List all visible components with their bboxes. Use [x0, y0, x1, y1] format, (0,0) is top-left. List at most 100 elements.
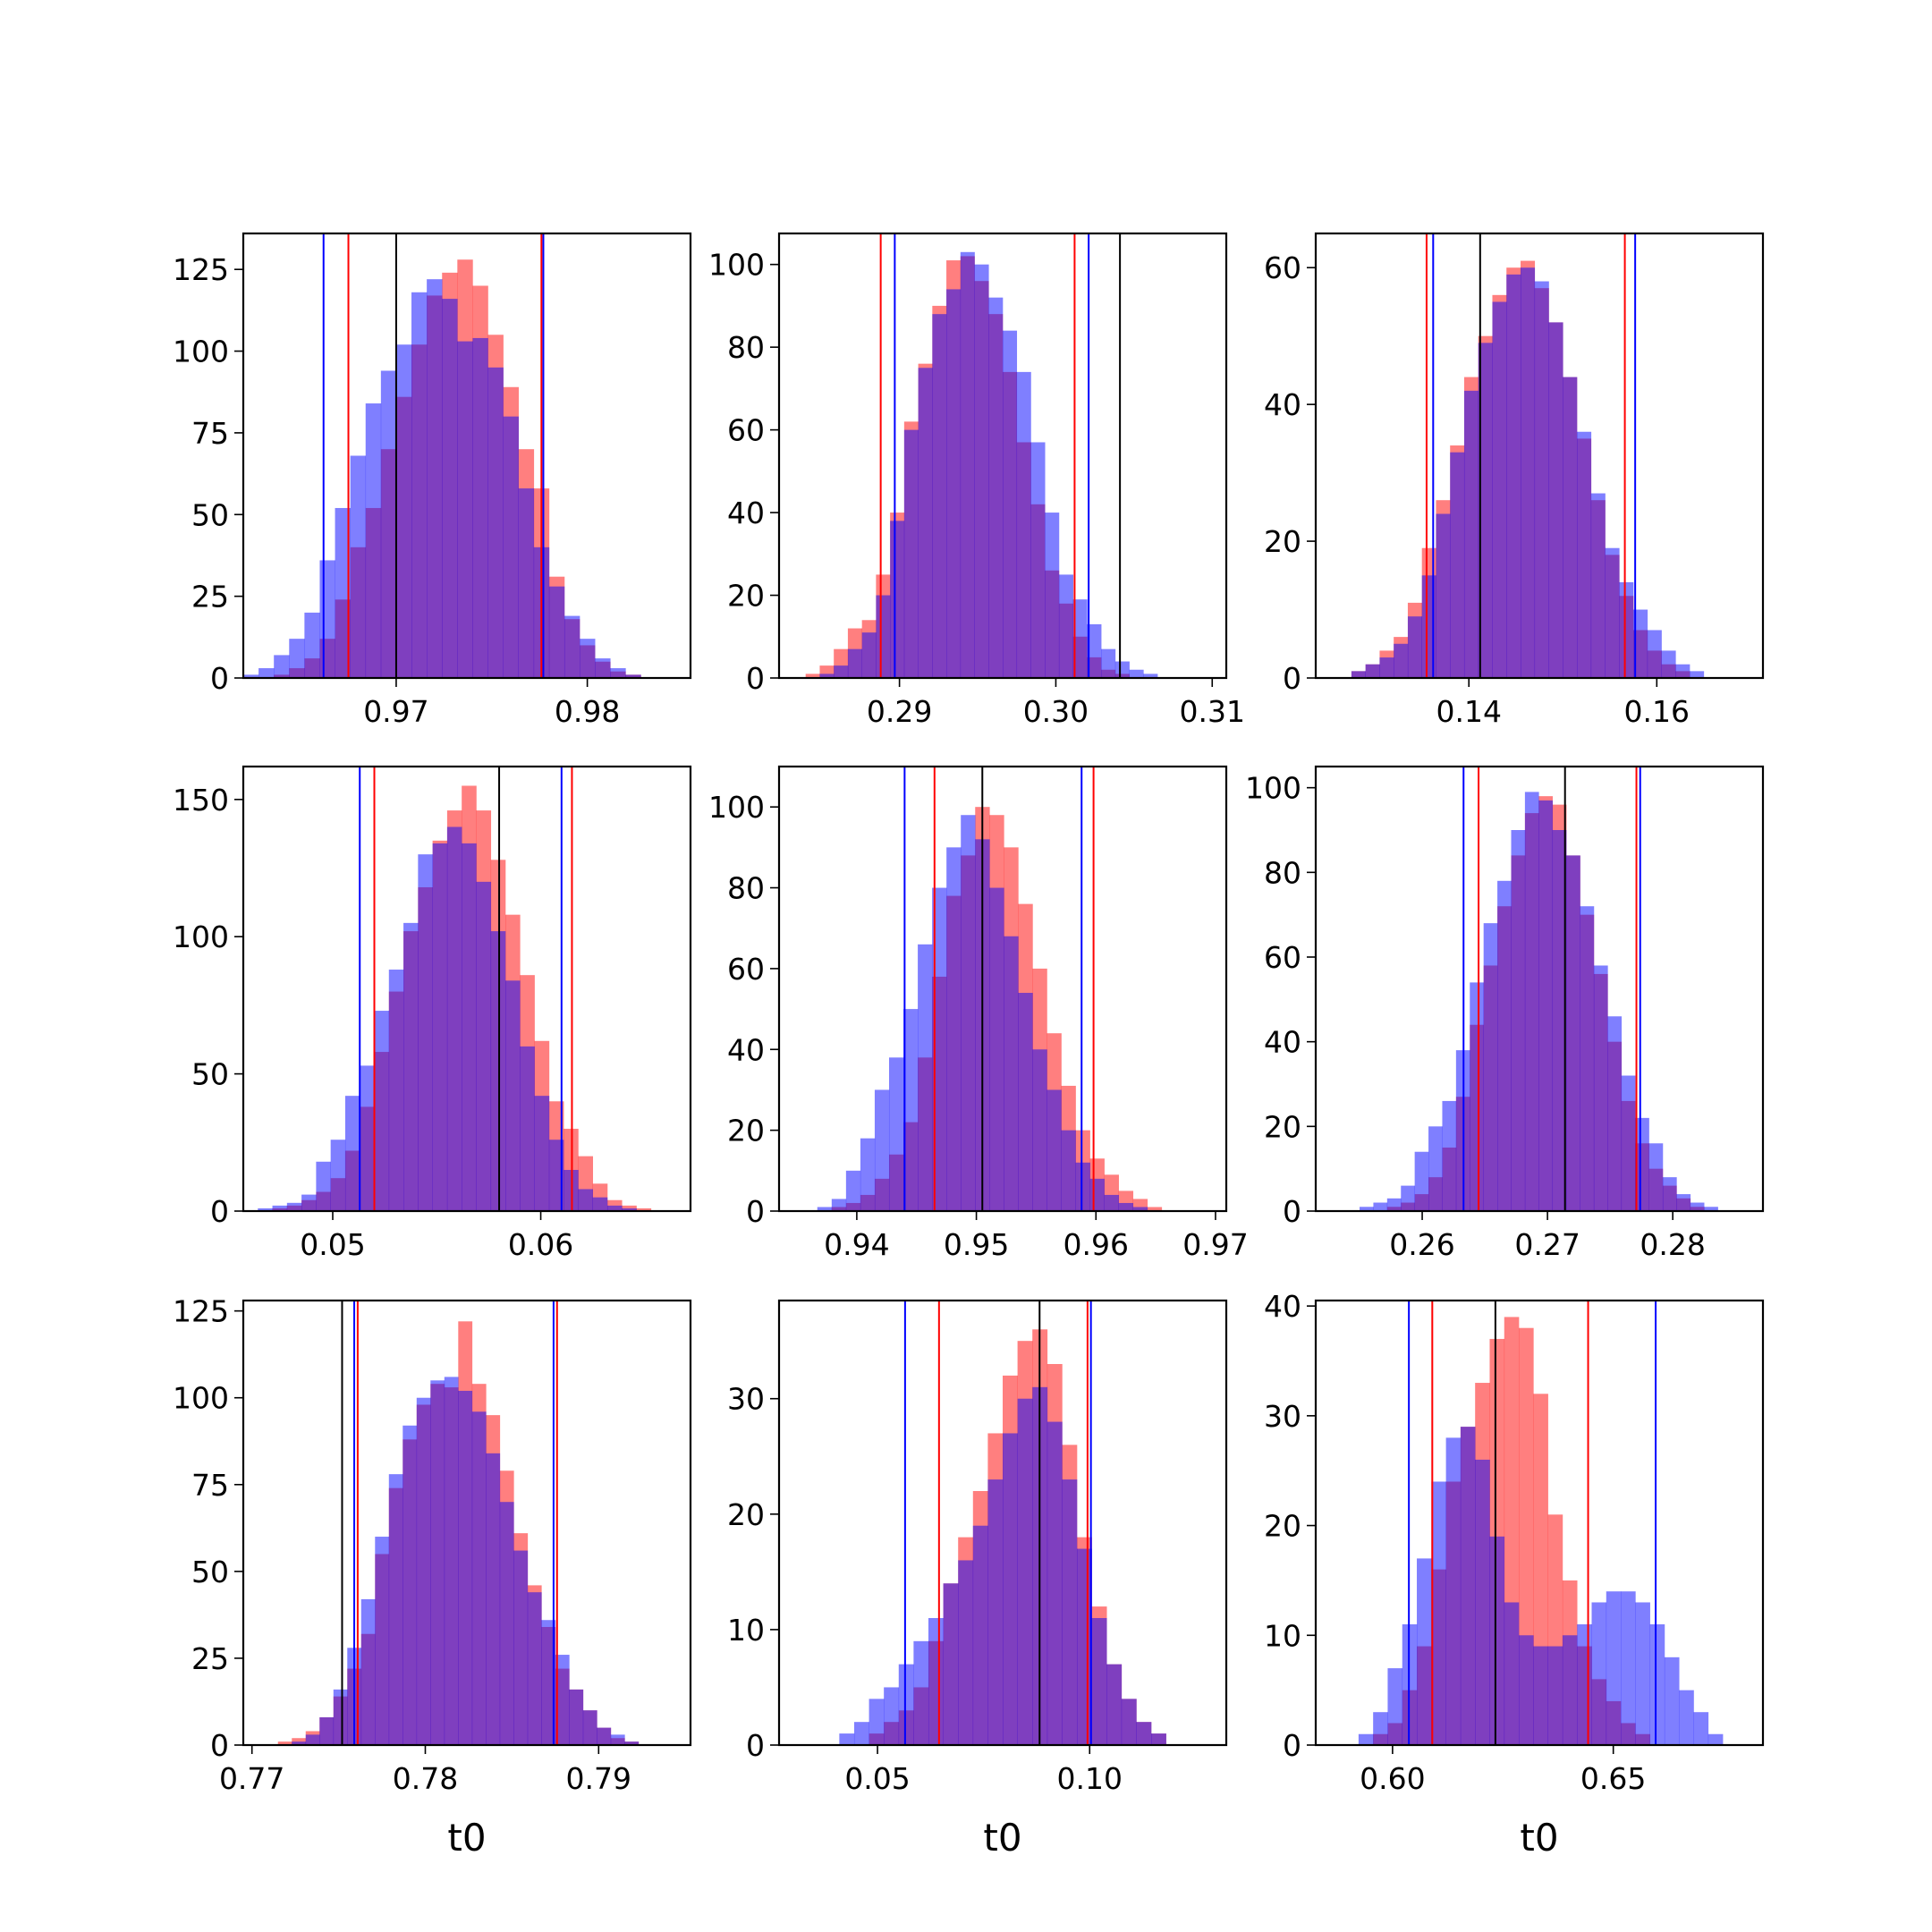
x-tick-label: 0.77 — [219, 1761, 284, 1796]
axes-frame — [1314, 232, 1765, 680]
histogram-bar — [819, 674, 835, 678]
histogram-series-blue — [258, 826, 637, 1211]
histogram-bar — [548, 586, 565, 678]
histogram-bar — [305, 1734, 320, 1745]
histogram-bar — [458, 1390, 473, 1745]
y-tick-label: 20 — [727, 579, 765, 614]
histogram-bar — [805, 674, 820, 678]
histogram-bar — [958, 1560, 974, 1745]
histogram-bar — [1428, 1126, 1443, 1211]
histogram-bar — [1566, 855, 1580, 1211]
y-tick-label: 60 — [727, 952, 765, 987]
histogram-bar — [555, 1655, 570, 1745]
y-tick-label: 10 — [1264, 1618, 1301, 1653]
histogram-bar — [333, 1689, 348, 1745]
histogram-bar — [1018, 993, 1033, 1211]
y-tick-label: 25 — [191, 1641, 229, 1676]
y-tick-label: 60 — [1264, 940, 1301, 975]
y-tick-label: 150 — [173, 783, 229, 818]
histogram-bar — [946, 289, 962, 678]
histogram-bar — [292, 1738, 307, 1745]
histogram-bar — [1649, 1624, 1665, 1745]
histogram-bar — [1547, 1646, 1563, 1745]
x-tick-label: 0.14 — [1436, 694, 1501, 729]
histogram-bar — [1593, 965, 1608, 1211]
histogram-bar — [861, 632, 877, 678]
histogram-bar — [1704, 1207, 1718, 1211]
y-tick-label: 40 — [1264, 1025, 1301, 1060]
histogram-bar — [1401, 1185, 1415, 1211]
y-tick-label: 40 — [1264, 1289, 1301, 1324]
histogram-bar — [898, 1664, 914, 1745]
axes-frame — [777, 232, 1228, 680]
histogram-bar — [416, 1397, 431, 1745]
y-tick-label: 125 — [173, 252, 229, 287]
y-tick-label: 0 — [746, 661, 765, 696]
histogram-bar — [1693, 1712, 1709, 1745]
histogram-bar — [301, 1194, 317, 1211]
x-tick-label: 0.97 — [363, 694, 428, 729]
histogram-bar — [610, 668, 626, 678]
x-tick-label: 0.94 — [824, 1227, 889, 1262]
y-tick-label: 20 — [727, 1497, 765, 1532]
histogram-bar — [972, 1525, 988, 1745]
x-tick-label: 0.96 — [1063, 1227, 1129, 1262]
histogram-bar — [1635, 1602, 1650, 1745]
histogram-bar — [1030, 442, 1046, 678]
histogram-bar — [402, 1425, 418, 1745]
histogram-bar — [319, 560, 335, 678]
y-tick-label: 20 — [1264, 524, 1301, 559]
histogram-bar — [1679, 1690, 1694, 1745]
histogram-bar — [1633, 609, 1648, 678]
panel-r1c3: 0.14 0.16 0 20 40 60 — [1264, 232, 1765, 729]
histogram-bar — [374, 1011, 390, 1211]
histogram-bar — [874, 1089, 890, 1211]
histogram-bar — [1365, 664, 1380, 678]
histogram-bar — [360, 1065, 375, 1211]
histogram-series-blue — [243, 279, 641, 678]
histogram-bar — [1360, 1207, 1374, 1211]
histogram-bar — [1690, 1202, 1705, 1211]
y-tick-label: 100 — [708, 248, 765, 283]
histogram-bar — [499, 1502, 514, 1745]
histogram-bar — [432, 843, 448, 1211]
y-tick-label: 0 — [746, 1194, 765, 1229]
histogram-bar — [520, 1046, 535, 1211]
histogram-bar — [869, 1699, 885, 1745]
histogram-bar — [1101, 648, 1116, 678]
histogram-bar — [1483, 923, 1498, 1211]
histogram-bar — [1046, 1089, 1062, 1211]
histogram-bar — [286, 1202, 302, 1211]
histogram-bar — [1475, 1459, 1490, 1745]
histogram-bar — [903, 1009, 919, 1211]
histogram-bar — [1436, 513, 1451, 678]
histogram-bar — [1077, 1548, 1092, 1745]
axes-frame — [242, 1299, 692, 1747]
histogram-bar — [918, 368, 933, 678]
histogram-bar — [319, 1716, 335, 1745]
x-tick-label: 0.31 — [1180, 694, 1245, 729]
y-tick-label: 20 — [1264, 1109, 1301, 1144]
histogram-bar — [1431, 1481, 1446, 1745]
histogram-bar — [375, 1537, 390, 1745]
panel-r2c1: 0.05 0.06 0 50 100 150 — [173, 765, 692, 1262]
histogram-bar — [597, 1727, 612, 1745]
y-tick-label: 50 — [191, 497, 229, 532]
histogram-bar — [1151, 1733, 1166, 1745]
histogram-bar — [974, 264, 989, 678]
histogram-bar — [534, 1096, 550, 1211]
histogram-bar — [388, 970, 404, 1211]
histogram-bar — [1524, 792, 1539, 1211]
x-tick-label: 0.97 — [1182, 1227, 1248, 1262]
x-tick-label: 0.05 — [844, 1761, 910, 1796]
histogram-bar — [360, 1598, 376, 1745]
y-tick-label: 125 — [173, 1294, 229, 1329]
axes-frame — [1314, 765, 1765, 1213]
y-tick-label: 0 — [1283, 1728, 1301, 1763]
histogram-bar — [1445, 1437, 1462, 1745]
histogram-bar — [913, 1640, 929, 1745]
histogram-bar — [1058, 574, 1073, 678]
histogram-bar — [1104, 1194, 1119, 1211]
histogram-bar — [518, 488, 535, 678]
histogram-bar — [1450, 452, 1465, 678]
